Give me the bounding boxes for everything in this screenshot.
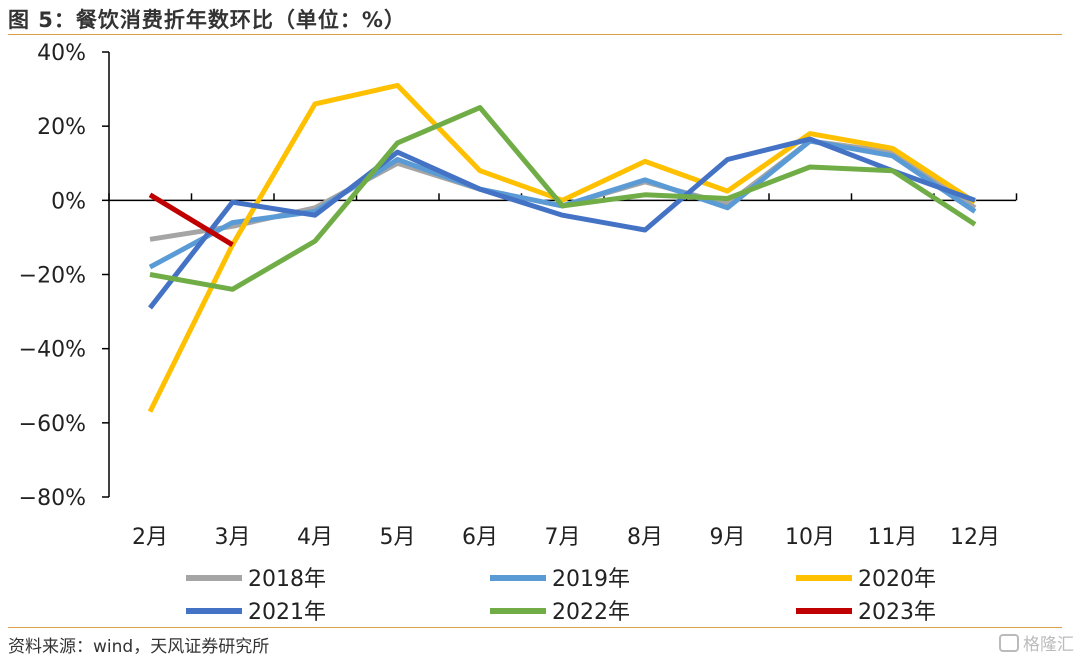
x-tick-label: 9月 xyxy=(710,525,746,550)
source-note: 资料来源：wind，天风证券研究所 xyxy=(8,637,270,657)
y-tick-label: 20% xyxy=(37,115,86,140)
series-line xyxy=(147,82,977,413)
x-tick-label: 7月 xyxy=(545,525,581,550)
legend-label: 2020年 xyxy=(858,567,936,592)
y-tick-label: −80% xyxy=(19,486,86,511)
x-tick-label: 2月 xyxy=(132,525,168,550)
series-line xyxy=(148,192,234,247)
y-tick-label: −60% xyxy=(19,412,86,437)
series-line xyxy=(149,105,977,292)
watermark: 格隆汇 xyxy=(999,630,1074,655)
title-divider xyxy=(8,34,1062,35)
y-tick-label: −20% xyxy=(19,264,86,289)
chart-axes: 40% 20% 0% −20% −40% −60% −80% 2月 3月 4月 5月 6月 7月 8月 9月… xyxy=(19,41,1018,550)
chart-legend: 2018年 2019年 2020年 2021年 2022年 2023年 xyxy=(186,567,936,625)
x-tick-label: 4月 xyxy=(297,525,333,550)
x-tick-label: 5月 xyxy=(380,525,416,550)
legend-label: 2023年 xyxy=(858,600,936,625)
y-tick-label: −40% xyxy=(19,338,86,363)
x-tick-label: 11月 xyxy=(868,525,918,550)
legend-label: 2021年 xyxy=(248,600,326,625)
chart-series xyxy=(147,82,977,413)
x-tick-label: 10月 xyxy=(785,525,835,550)
x-tick-label: 8月 xyxy=(627,525,663,550)
x-tick-label: 6月 xyxy=(462,525,498,550)
logo-icon xyxy=(999,633,1019,652)
legend-label: 2019年 xyxy=(552,567,630,592)
series-line xyxy=(148,136,976,310)
page-title: 图 5：餐饮消费折年数环比（单位：%） xyxy=(8,8,406,32)
watermark-text: 格隆汇 xyxy=(1023,635,1074,655)
y-tick-label: 40% xyxy=(37,41,86,66)
x-tick-label: 12月 xyxy=(950,525,1000,550)
x-tick-label: 3月 xyxy=(215,525,251,550)
y-tick-label: 0% xyxy=(51,189,86,214)
legend-label: 2022年 xyxy=(552,600,630,625)
footer-divider xyxy=(8,627,1062,628)
legend-label: 2018年 xyxy=(248,567,326,592)
